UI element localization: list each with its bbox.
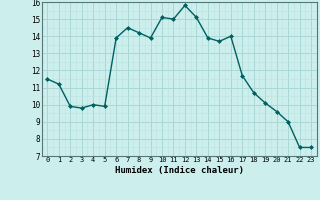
X-axis label: Humidex (Indice chaleur): Humidex (Indice chaleur) bbox=[115, 166, 244, 175]
